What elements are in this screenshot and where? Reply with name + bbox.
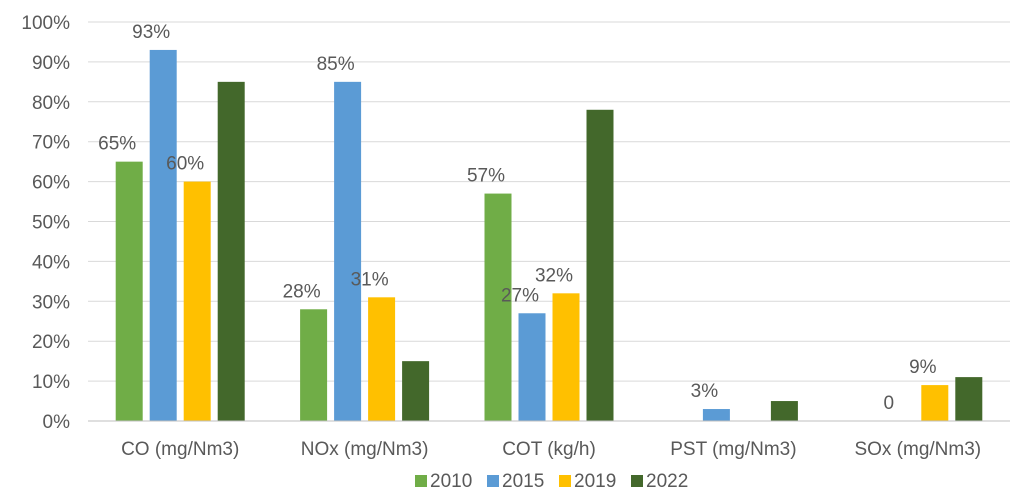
y-axis-ticks: 0% 10% 20% 30% 40% 50% 60% 70% 80% 90% 100% [21, 13, 70, 433]
data-label: 9% [909, 357, 937, 378]
legend-swatch-2022 [631, 475, 643, 487]
bars [115, 49, 983, 422]
legend-label: 2022 [646, 471, 688, 492]
legend-swatch-2019 [559, 475, 571, 487]
bar-2019 [368, 297, 396, 421]
bar-2022 [586, 109, 614, 421]
bar-2010 [115, 161, 143, 421]
bar-2019 [921, 385, 949, 421]
bar-2015 [702, 409, 730, 421]
y-tick-label: 20% [32, 332, 70, 353]
x-category-label: PST (mg/Nm3) [670, 439, 796, 460]
bar-2022 [955, 377, 983, 421]
data-label: 3% [691, 381, 719, 402]
y-tick-label: 60% [32, 173, 70, 194]
bar-2019 [552, 293, 580, 421]
bar-2022 [402, 361, 430, 421]
bar-2022 [217, 81, 245, 421]
bar-2015 [149, 49, 177, 422]
y-tick-label: 50% [32, 213, 70, 234]
legend-swatch-2015 [487, 475, 499, 487]
data-label: 31% [351, 269, 389, 290]
y-tick-label: 10% [32, 372, 70, 393]
data-label: 93% [132, 22, 170, 43]
bar-2019 [183, 181, 211, 421]
data-label: 0 [884, 393, 895, 414]
legend-label: 2015 [502, 471, 544, 492]
y-tick-label: 40% [32, 252, 70, 273]
bar-2022 [770, 401, 798, 421]
legend-swatch-2010 [415, 475, 427, 487]
x-category-label: CO (mg/Nm3) [121, 439, 239, 460]
y-tick-label: 90% [32, 53, 70, 74]
data-label: 60% [166, 154, 204, 175]
bar-2015 [518, 313, 546, 421]
data-labels: 65% 93% 60% 28% 85% 31% 57% 27%32% 3% 0 9% [98, 22, 936, 414]
y-tick-label: 100% [21, 13, 70, 34]
data-label: 32% [535, 265, 573, 286]
legend-label: 2019 [574, 471, 616, 492]
data-label: 85% [317, 54, 355, 75]
y-tick-label: 0% [43, 412, 71, 433]
bar-2015 [334, 81, 362, 421]
data-label: 57% [467, 166, 505, 187]
data-label: 27% [501, 285, 539, 306]
legend-label: 2010 [430, 471, 472, 492]
bar-2010 [300, 309, 328, 421]
legend: 2010 2015 2019 2022 [415, 471, 688, 492]
y-tick-label: 70% [32, 133, 70, 154]
bar-2010 [484, 193, 512, 421]
data-label: 65% [98, 134, 136, 155]
x-category-label: SOx (mg/Nm3) [854, 439, 981, 460]
x-axis-categories: CO (mg/Nm3) NOx (mg/Nm3) COT (kg/h) PST (mg… [121, 439, 981, 460]
y-tick-label: 30% [32, 292, 70, 313]
x-category-label: COT (kg/h) [502, 439, 596, 460]
data-label: 28% [283, 281, 321, 302]
x-category-label: NOx (mg/Nm3) [301, 439, 429, 460]
y-tick-label: 80% [32, 93, 70, 114]
